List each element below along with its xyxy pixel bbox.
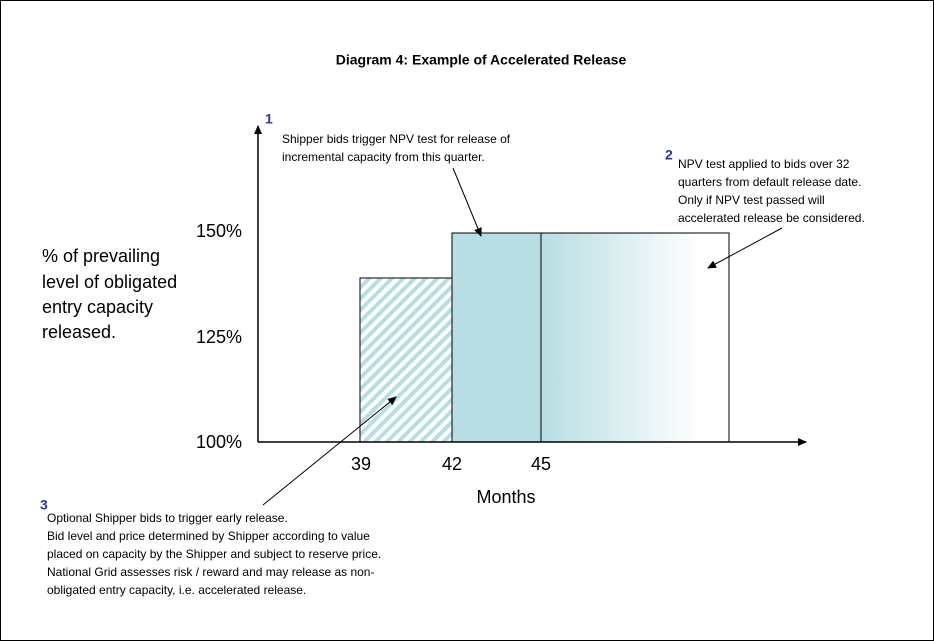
- note-line: quarters from default release date.: [678, 175, 861, 189]
- y-axis-label: % of prevailing level of obligated entry…: [42, 246, 177, 342]
- note-line: obligated entry capacity, i.e. accelerat…: [47, 583, 306, 597]
- note-line: placed on capacity by the Shipper and su…: [47, 547, 381, 561]
- x-tick-label: 45: [531, 454, 551, 474]
- x-axis-label: Months: [476, 487, 535, 507]
- y-label-line: % of prevailing: [42, 246, 160, 266]
- hatched-block: [359, 277, 453, 443]
- release-block: [451, 232, 542, 443]
- note-line: incremental capacity from this quarter.: [282, 150, 485, 164]
- note-line: NPV test applied to bids over 32: [678, 157, 850, 171]
- y-label-line: level of obligated: [42, 272, 177, 292]
- note-number: 2: [665, 147, 673, 163]
- note-line: Optional Shipper bids to trigger early r…: [47, 511, 288, 525]
- y-label-line: entry capacity: [42, 297, 153, 317]
- title: Diagram 4: Example of Accelerated Releas…: [336, 52, 627, 68]
- y-label-line: released.: [42, 322, 116, 342]
- arrow: [452, 167, 482, 237]
- note-line: Only if NPV test passed will: [678, 193, 825, 207]
- note-number: 1: [265, 111, 273, 127]
- y-tick-label: 150%: [196, 221, 242, 241]
- arrow: [707, 227, 783, 269]
- y-tick-label: 100%: [196, 432, 242, 452]
- arrow: [262, 396, 397, 506]
- y-tick-label: 125%: [196, 327, 242, 347]
- note-line: Shipper bids trigger NPV test for releas…: [282, 132, 511, 146]
- note-line: accelerated release be considered.: [678, 211, 865, 225]
- note-line: National Grid assesses risk / reward and…: [47, 565, 374, 579]
- x-tick-label: 39: [351, 454, 371, 474]
- x-tick-label: 42: [442, 454, 462, 474]
- note-line: Bid level and price determined by Shippe…: [47, 529, 370, 543]
- gradient-block: [540, 232, 730, 443]
- note-number: 3: [40, 497, 48, 513]
